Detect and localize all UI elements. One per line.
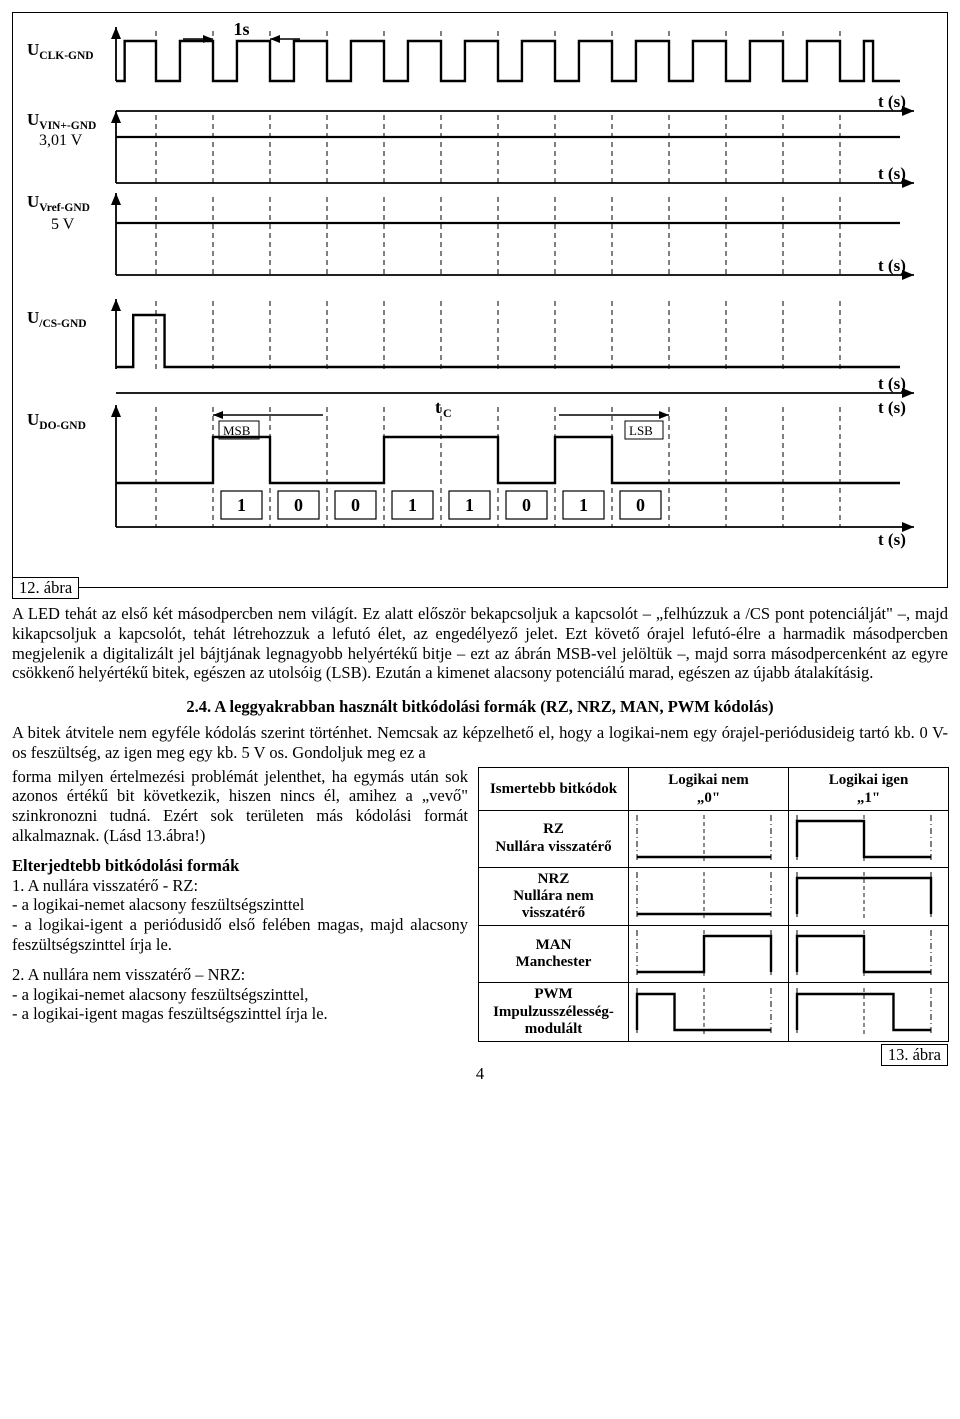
- paragraph-1: A LED tehát az első két másodpercben nem…: [12, 604, 948, 683]
- bitcode-row-3-one-wave: [789, 983, 949, 1042]
- rz-line-2: - a logikai-igent a periódusidő első fel…: [12, 915, 468, 954]
- svg-text:5 V: 5 V: [51, 216, 75, 233]
- svg-text:1: 1: [465, 495, 474, 515]
- bitcode-row-1-name: NRZNullára nem visszatérő: [479, 867, 629, 926]
- bitcode-row-0-one-wave: [789, 810, 949, 867]
- svg-text:UCLK-GND: UCLK-GND: [27, 40, 94, 62]
- rz-line-1: - a logikai-nemet alacsony feszültségszi…: [12, 895, 304, 914]
- svg-text:t (s): t (s): [878, 374, 906, 393]
- bitcode-table: Ismertebb bitkódokLogikai nem„0"Logikai …: [478, 767, 949, 1043]
- nrz-line-1: - a logikai-nemet alacsony feszültségszi…: [12, 985, 308, 1004]
- page-number: 4: [12, 1064, 948, 1084]
- nrz-title: 2. A nullára nem visszatérő – NRZ:: [12, 965, 245, 984]
- svg-text:C: C: [443, 406, 452, 420]
- svg-text:U/CS-GND: U/CS-GND: [27, 308, 87, 330]
- bitcode-header-0: Ismertebb bitkódok: [479, 767, 629, 810]
- svg-text:t (s): t (s): [878, 398, 906, 417]
- bitcode-row-2-name: MANManchester: [479, 926, 629, 983]
- rz-title: 1. A nullára visszatérő - RZ:: [12, 876, 198, 895]
- svg-text:1s: 1s: [234, 19, 250, 39]
- svg-text:3,01 V: 3,01 V: [39, 132, 83, 149]
- rz-block: 1. A nullára visszatérő - RZ: - a logika…: [12, 876, 468, 955]
- svg-text:LSB: LSB: [629, 423, 653, 438]
- svg-text:UDO-GND: UDO-GND: [27, 410, 86, 432]
- svg-text:t (s): t (s): [878, 164, 906, 183]
- fig13-caption: 13. ábra: [881, 1044, 948, 1066]
- svg-text:0: 0: [522, 495, 531, 515]
- svg-text:1: 1: [237, 495, 246, 515]
- nrz-block: 2. A nullára nem visszatérő – NRZ: - a l…: [12, 965, 468, 1024]
- svg-text:1: 1: [579, 495, 588, 515]
- nrz-line-2: - a logikai-igent magas feszültségszintt…: [12, 1004, 328, 1023]
- bitcode-row-3-zero-wave: [629, 983, 789, 1042]
- svg-text:MSB: MSB: [223, 423, 251, 438]
- timing-diagram-svg: UCLK-GND 1s t (s) UVIN+-GND3,01 V t (s) UVref…: [21, 19, 926, 575]
- bitcode-row-3-name: PWMImpulzusszélesség-modulált: [479, 983, 629, 1042]
- section-2-4-title: 2.4. A leggyakrabban használt bitkódolás…: [12, 697, 948, 717]
- bitcode-row-2-one-wave: [789, 926, 949, 983]
- bitcode-row-1-one-wave: [789, 867, 949, 926]
- svg-text:UVIN+-GND: UVIN+-GND: [27, 110, 96, 132]
- bitcode-table-wrap: Ismertebb bitkódokLogikai nem„0"Logikai …: [478, 767, 948, 1043]
- fig12-caption: 12. ábra: [12, 577, 79, 599]
- svg-text:t (s): t (s): [878, 256, 906, 275]
- left-paragraph: forma milyen értelmezési problémát jelen…: [12, 767, 468, 846]
- timing-diagram-frame: UCLK-GND 1s t (s) UVIN+-GND3,01 V t (s) UVref…: [12, 12, 948, 588]
- svg-text:t (s): t (s): [878, 530, 906, 549]
- bitcode-row-0-zero-wave: [629, 810, 789, 867]
- svg-text:0: 0: [294, 495, 303, 515]
- bitcode-header-1: Logikai nem„0": [629, 767, 789, 810]
- svg-text:t: t: [435, 397, 441, 417]
- paragraph-2: A bitek átvitele nem egyféle kódolás sze…: [12, 723, 948, 763]
- bitcode-row-0-name: RZNullára visszatérő: [479, 810, 629, 867]
- svg-text:t (s): t (s): [878, 92, 906, 111]
- svg-text:UVref-GND: UVref-GND: [27, 192, 90, 214]
- bitcode-row-2-zero-wave: [629, 926, 789, 983]
- svg-text:0: 0: [351, 495, 360, 515]
- svg-text:1: 1: [408, 495, 417, 515]
- bitcode-header-2: Logikai igen„1": [789, 767, 949, 810]
- svg-text:0: 0: [636, 495, 645, 515]
- forms-heading: Elterjedtebb bitkódolási formák: [12, 856, 468, 876]
- bitcode-row-1-zero-wave: [629, 867, 789, 926]
